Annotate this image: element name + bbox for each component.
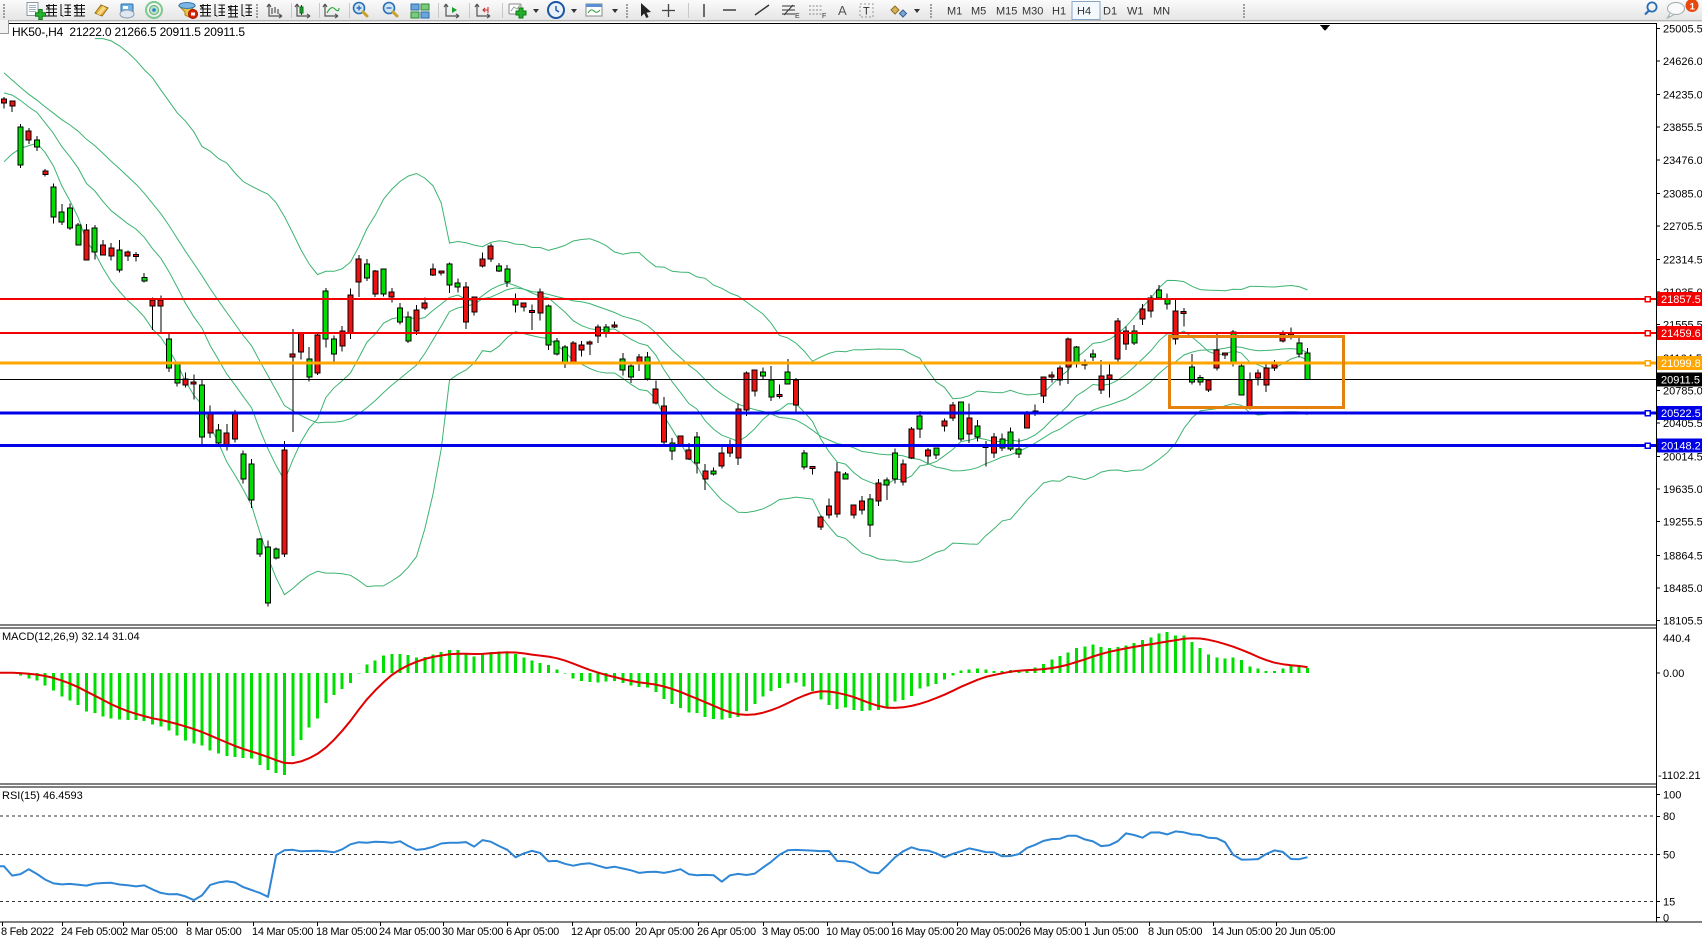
svg-text:21459.6: 21459.6 <box>1661 328 1701 340</box>
svg-text:15: 15 <box>1663 896 1675 908</box>
svg-text:8 Mar 05:00: 8 Mar 05:00 <box>186 926 242 938</box>
svg-text:12 Apr 05:00: 12 Apr 05:00 <box>571 926 630 938</box>
svg-text:22314.5: 22314.5 <box>1663 254 1702 266</box>
svg-text:18485.0: 18485.0 <box>1663 583 1702 595</box>
svg-text:18 Mar 05:00: 18 Mar 05:00 <box>316 926 377 938</box>
svg-text:100: 100 <box>1663 790 1681 802</box>
svg-text:0: 0 <box>1663 913 1669 925</box>
svg-text:20 Apr 05:00: 20 Apr 05:00 <box>635 926 694 938</box>
svg-text:23085.0: 23085.0 <box>1663 188 1702 200</box>
svg-text:H1: H1 <box>1052 6 1066 18</box>
svg-text:2 Mar 05:00: 2 Mar 05:00 <box>122 926 178 938</box>
svg-text:50: 50 <box>1663 850 1675 862</box>
svg-text:20 Jun 05:00: 20 Jun 05:00 <box>1275 926 1335 938</box>
svg-text:D1: D1 <box>1103 6 1117 18</box>
svg-text:20148.2: 20148.2 <box>1661 441 1701 453</box>
svg-text:T: T <box>863 6 870 18</box>
svg-text:18864.5: 18864.5 <box>1663 550 1702 562</box>
svg-text:MN: MN <box>1153 6 1170 18</box>
svg-text:440.4: 440.4 <box>1663 633 1691 645</box>
svg-text:E: E <box>795 13 800 20</box>
svg-text:8 Feb 2022: 8 Feb 2022 <box>1 926 54 938</box>
svg-text:3 May 05:00: 3 May 05:00 <box>762 926 819 938</box>
svg-text:6 Apr 05:00: 6 Apr 05:00 <box>506 926 559 938</box>
svg-text:16 May 05:00: 16 May 05:00 <box>891 926 954 938</box>
svg-text:21099.8: 21099.8 <box>1661 358 1701 370</box>
svg-text:20522.5: 20522.5 <box>1661 408 1701 420</box>
svg-text:H4: H4 <box>1077 6 1091 18</box>
svg-text:M5: M5 <box>971 6 986 18</box>
svg-text:26 May 05:00: 26 May 05:00 <box>1019 926 1082 938</box>
svg-text:20911.5: 20911.5 <box>1661 375 1700 387</box>
svg-text:F: F <box>822 13 826 20</box>
svg-text:8 Jun 05:00: 8 Jun 05:00 <box>1148 926 1202 938</box>
svg-text:23855.5: 23855.5 <box>1663 122 1702 134</box>
svg-text:14 Jun 05:00: 14 Jun 05:00 <box>1212 926 1272 938</box>
svg-text:MACD(12,26,9) 32.14 31.04: MACD(12,26,9) 32.14 31.04 <box>2 631 140 643</box>
svg-text:1: 1 <box>1690 2 1696 13</box>
svg-text:26 Apr 05:00: 26 Apr 05:00 <box>697 926 756 938</box>
svg-text:24 Feb 05:00: 24 Feb 05:00 <box>61 926 122 938</box>
svg-text:M1: M1 <box>947 6 962 18</box>
svg-text:W1: W1 <box>1127 6 1144 18</box>
svg-text:10 May 05:00: 10 May 05:00 <box>826 926 889 938</box>
svg-text:20405.5: 20405.5 <box>1663 418 1702 430</box>
svg-text:0.00: 0.00 <box>1663 668 1684 680</box>
svg-text:20014.5: 20014.5 <box>1663 452 1702 464</box>
svg-text:M30: M30 <box>1022 6 1043 18</box>
svg-text:20 May 05:00: 20 May 05:00 <box>956 926 1019 938</box>
svg-text:20785.0: 20785.0 <box>1663 386 1702 398</box>
svg-text:25005.5: 25005.5 <box>1663 24 1702 36</box>
svg-text:23476.0: 23476.0 <box>1663 155 1702 167</box>
svg-text:22705.5: 22705.5 <box>1663 221 1702 233</box>
svg-text:RSI(15) 46.4593: RSI(15) 46.4593 <box>2 790 83 802</box>
svg-text:A: A <box>838 3 847 18</box>
svg-text:80: 80 <box>1663 811 1675 823</box>
svg-text:19255.5: 19255.5 <box>1663 517 1702 529</box>
svg-text:HK50-,H4 21222.0 21266.5 2091: HK50-,H4 21222.0 21266.5 20911.5 20911.5 <box>12 25 245 39</box>
svg-text:14 Mar 05:00: 14 Mar 05:00 <box>252 926 313 938</box>
svg-text:-1102.21: -1102.21 <box>1658 770 1701 782</box>
svg-text:24626.0: 24626.0 <box>1663 56 1702 68</box>
svg-text:21857.5: 21857.5 <box>1661 294 1701 306</box>
svg-text:18105.5: 18105.5 <box>1663 615 1702 627</box>
svg-text:24 Mar 05:00: 24 Mar 05:00 <box>379 926 440 938</box>
svg-text:19635.0: 19635.0 <box>1663 484 1702 496</box>
svg-text:M15: M15 <box>996 6 1017 18</box>
svg-text:30 Mar 05:00: 30 Mar 05:00 <box>442 926 503 938</box>
svg-text:24235.0: 24235.0 <box>1663 90 1702 102</box>
svg-text:1 Jun 05:00: 1 Jun 05:00 <box>1084 926 1138 938</box>
